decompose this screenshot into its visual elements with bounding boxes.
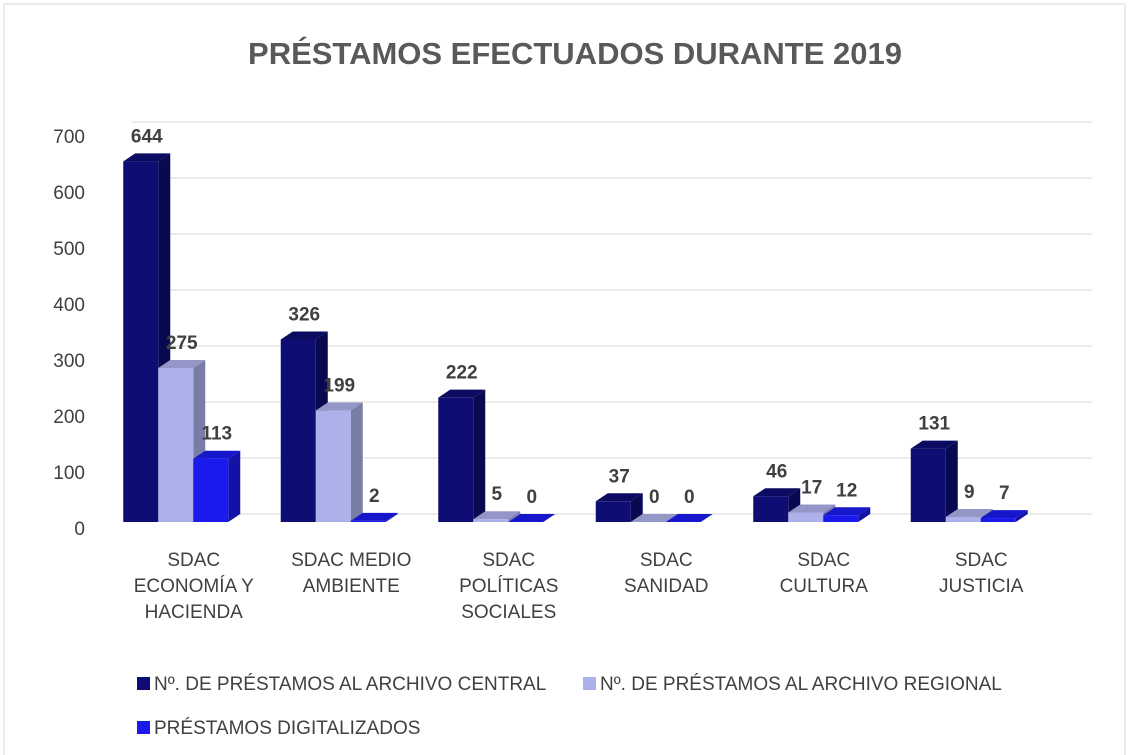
chart-border [3,3,1126,755]
bar-front [753,496,789,522]
data-label: 37 [609,466,630,487]
bar-front [438,397,474,522]
legend-label: Nº. DE PRÉSTAMOS AL ARCHIVO REGIONAL [600,674,1002,695]
bar-top [315,402,363,411]
bar-front [910,448,946,522]
y-tick-label: 400 [53,295,85,316]
bar-top [665,514,713,522]
bar [665,514,713,522]
bar [193,450,241,522]
bar-side [350,402,363,522]
bar-front [595,501,631,522]
bar-top [158,360,206,368]
bar-side [1015,510,1028,522]
bar-front [158,368,194,522]
bar [438,389,486,522]
bar-side [228,450,241,522]
bar-front [473,519,509,522]
x-tick-label: SDAC CULTURA [779,550,868,597]
legend-label: PRÉSTAMOS DIGITALIZADOS [154,718,420,739]
bar [753,488,801,522]
bar-side [508,511,521,522]
bar-front [315,410,351,522]
legend-swatch [583,677,596,690]
data-label: 644 [131,126,163,147]
bar-side [473,389,486,522]
bar-top [788,504,836,513]
x-tick-label: SDAC JUSTICIA [939,550,1024,597]
y-tick-label: 600 [53,183,85,204]
bar-top [438,389,486,398]
bar-top [508,514,556,522]
y-tick-label: 200 [53,407,85,428]
bar [315,402,363,522]
data-label: 222 [446,363,478,384]
bar-top [980,510,1028,519]
x-tick-label: SDAC SANIDAD [624,550,709,597]
data-label: 46 [766,461,787,482]
bar [980,510,1028,522]
legend-label: Nº. DE PRÉSTAMOS AL ARCHIVO CENTRAL [154,674,546,695]
bar-side [385,512,398,522]
bar-side [858,507,871,522]
data-label: 0 [649,487,660,508]
x-tick-label: SDAC ECONOMÍA Y HACIENDA [133,550,254,623]
bar [595,493,643,522]
data-label: 113 [201,424,232,445]
bar-top [910,440,958,449]
y-tick-label: 100 [53,463,85,484]
y-tick-label: 0 [74,519,85,540]
data-label: 275 [166,333,198,354]
y-tick-label: 300 [53,351,85,372]
bar-top [595,493,643,502]
legend-swatch [137,721,150,734]
y-tick-label: 500 [53,239,85,260]
bar-front [193,458,229,522]
legend-swatch [137,677,150,690]
data-label: 131 [918,414,950,435]
bar-front [945,516,981,522]
x-tick-label: SDAC POLÍTICAS SOCIALES [459,550,559,623]
data-label: 7 [999,483,1010,504]
bar-top [753,488,801,497]
bar-front [123,161,159,523]
data-label: 9 [964,482,975,503]
data-label: 0 [684,487,695,508]
x-tick-label: SDAC MEDIO AMBIENTE [291,550,412,597]
data-label: 326 [288,304,320,325]
bar [473,511,521,522]
data-label: 17 [801,477,822,498]
bar-top [945,508,993,517]
bar-top [473,511,521,520]
bar-side [945,440,958,522]
bar [910,440,958,522]
bar-top [350,512,398,521]
bar-top [630,514,678,522]
bar-front [823,515,859,522]
bar-front [788,512,824,522]
bar-top [823,507,871,516]
bar-top [193,450,241,459]
y-tick-label: 700 [53,127,85,148]
bar-top [123,153,171,162]
data-label: 0 [526,487,537,508]
bar-front [280,339,316,522]
data-label: 2 [369,486,380,507]
data-label: 5 [491,484,502,505]
bar [630,514,678,522]
bar-side [630,493,643,522]
bar [823,507,871,522]
bar-front [980,518,1016,522]
bar-top [280,331,328,340]
bar [350,512,398,522]
chart-title: PRÉSTAMOS EFECTUADOS DURANTE 2019 [248,36,902,71]
data-label: 199 [323,376,355,397]
bar [508,514,556,522]
data-label: 12 [836,480,857,501]
bar-front [350,520,386,522]
